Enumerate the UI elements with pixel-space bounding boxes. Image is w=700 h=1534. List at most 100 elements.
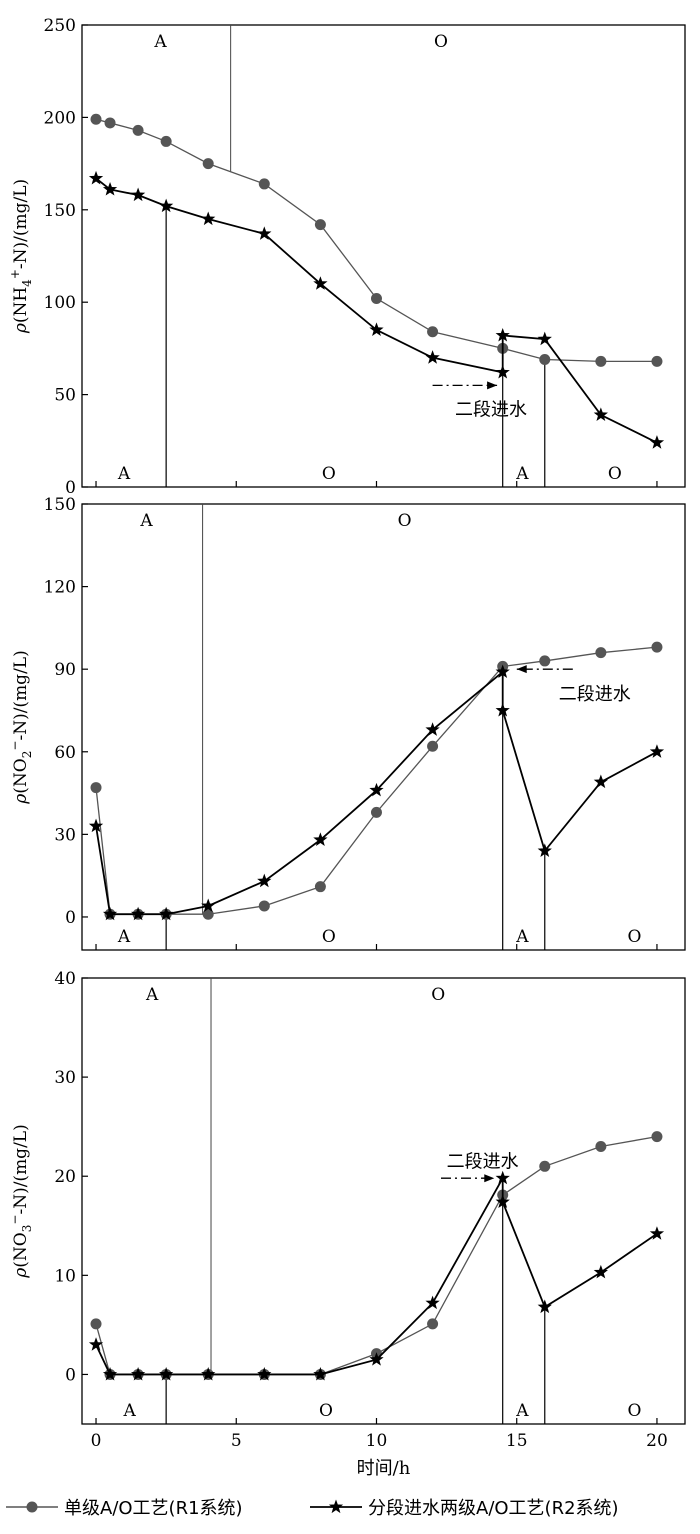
data-point-r2 <box>537 331 552 346</box>
data-point-r2 <box>537 1299 552 1314</box>
x-tick-label: 20 <box>646 1431 668 1451</box>
phase-label-r1: O <box>431 985 445 1005</box>
annotation-arrow-head <box>484 1174 495 1183</box>
series-line-2 <box>95 670 658 916</box>
series-line-2 <box>95 177 658 444</box>
annotation-label: 二段进水 <box>447 1151 519 1172</box>
phase-label-r2: O <box>628 1401 642 1421</box>
y-tick-label: 250 <box>44 16 76 36</box>
y-tick-label: 0 <box>65 1365 76 1385</box>
data-point-r2 <box>201 211 216 226</box>
data-point-r2 <box>130 187 146 202</box>
data-point-r1 <box>651 1131 663 1143</box>
data-point-r2 <box>495 364 510 379</box>
legend-label-r1: 单级A/O工艺(R1系统) <box>64 1498 243 1519</box>
data-point-r1 <box>90 1318 102 1330</box>
x-tick-label: 15 <box>506 1431 528 1451</box>
chart-panel-1: 0 50 100 150 200 250 ρ(NH4+-N)/(mg/L) A O A O A O 二段进… <box>8 16 686 498</box>
x-tick-label: 0 <box>91 1431 102 1451</box>
data-point-r1 <box>202 908 214 920</box>
legend-marker-r2 <box>328 1499 344 1514</box>
data-point-r1 <box>314 219 326 231</box>
y-tick-label: 150 <box>44 495 76 515</box>
data-point-r1 <box>160 135 172 147</box>
data-point-r1 <box>595 1140 607 1152</box>
annotation-arrow-head <box>516 665 527 674</box>
y-tick-label: 0 <box>65 478 76 498</box>
chart-panel-2: 0 30 60 90 120 150 ρ(NO2−-N)/(mg/L) A O A O A O 二段进水 <box>8 495 686 951</box>
phase-label-r2: O <box>608 464 622 484</box>
data-point-r2 <box>257 226 272 240</box>
chart-panel-3: 0 10 20 30 40 0 5 10 15 20 ρ(NO3−-N)/(mg/L) A O A O A O 二… <box>8 969 686 1479</box>
data-point-r1 <box>202 158 214 170</box>
series-line-2 <box>95 1174 658 1376</box>
phase-label-r1: A <box>139 511 153 531</box>
data-point-r2 <box>425 1295 440 1310</box>
data-point-r2 <box>593 407 608 421</box>
data-point-r2 <box>201 898 216 913</box>
data-point-r2 <box>649 1226 665 1240</box>
data-point-r2 <box>537 843 552 857</box>
data-point-r2 <box>593 774 608 789</box>
data-point-r1 <box>651 355 663 367</box>
y-tick-label: 100 <box>44 293 76 313</box>
phase-label-r2: A <box>515 1401 529 1421</box>
data-point-r2 <box>425 350 440 364</box>
data-point-r2 <box>159 906 174 921</box>
data-point-r2 <box>102 1366 118 1381</box>
plot-frame <box>81 24 686 488</box>
data-point-r2 <box>425 722 440 736</box>
data-point-r1 <box>539 353 551 365</box>
phase-label-r1: O <box>434 32 448 52</box>
data-point-r2 <box>495 664 510 679</box>
data-point-r2 <box>130 1366 146 1381</box>
data-point-r2 <box>201 1366 216 1381</box>
phase-label-r1: A <box>153 32 167 52</box>
data-point-r2 <box>495 327 510 342</box>
x-axis-label: 时间/h <box>357 1458 411 1479</box>
y-tick-label: 20 <box>54 1167 76 1187</box>
data-point-r1 <box>427 740 439 752</box>
data-point-r1 <box>104 117 116 129</box>
data-point-r2 <box>102 181 118 196</box>
data-point-r2 <box>649 744 665 758</box>
data-point-r1 <box>258 900 270 912</box>
annotation-arrow-head <box>487 381 498 390</box>
phase-label-r2: A <box>515 464 529 484</box>
data-point-r1 <box>539 1160 551 1172</box>
annotation-label: 二段进水 <box>455 399 527 420</box>
data-point-r2 <box>369 1352 384 1366</box>
data-point-r2 <box>495 1170 510 1185</box>
plot-frame <box>81 977 686 1425</box>
data-point-r2 <box>88 1337 104 1351</box>
data-point-r2 <box>313 832 328 846</box>
legend-marker-r1 <box>26 1501 38 1513</box>
phase-label-r2: O <box>628 927 642 947</box>
y-tick-label: 30 <box>54 825 76 845</box>
series-line-1 <box>95 1135 658 1376</box>
data-point-r2 <box>495 702 510 717</box>
phase-label-r2: A <box>117 464 131 484</box>
y-tick-label: 10 <box>54 1266 76 1286</box>
data-point-r2 <box>495 1194 510 1209</box>
y-tick-label: 200 <box>44 108 76 128</box>
y-axis-label: ρ(NO3−-N)/(mg/L) <box>8 1124 34 1278</box>
data-point-r1 <box>370 806 382 818</box>
data-point-r2 <box>313 276 328 290</box>
data-point-r2 <box>102 906 118 921</box>
data-point-r2 <box>313 1366 328 1381</box>
data-point-r1 <box>90 113 102 125</box>
phase-label-r1: O <box>398 511 412 531</box>
phase-label-r2: A <box>117 927 131 947</box>
data-point-r2 <box>593 1264 608 1279</box>
phase-label-r1: A <box>145 985 159 1005</box>
x-tick-label: 10 <box>366 1431 388 1451</box>
y-tick-label: 30 <box>54 1068 76 1088</box>
data-point-r1 <box>539 655 551 667</box>
data-point-r1 <box>90 782 102 794</box>
legend-label-r2: 分段进水两级A/O工艺(R2系统) <box>368 1498 619 1519</box>
y-tick-label: 90 <box>54 660 76 680</box>
phase-label-r2: A <box>123 1401 137 1421</box>
data-point-r2 <box>369 782 384 797</box>
